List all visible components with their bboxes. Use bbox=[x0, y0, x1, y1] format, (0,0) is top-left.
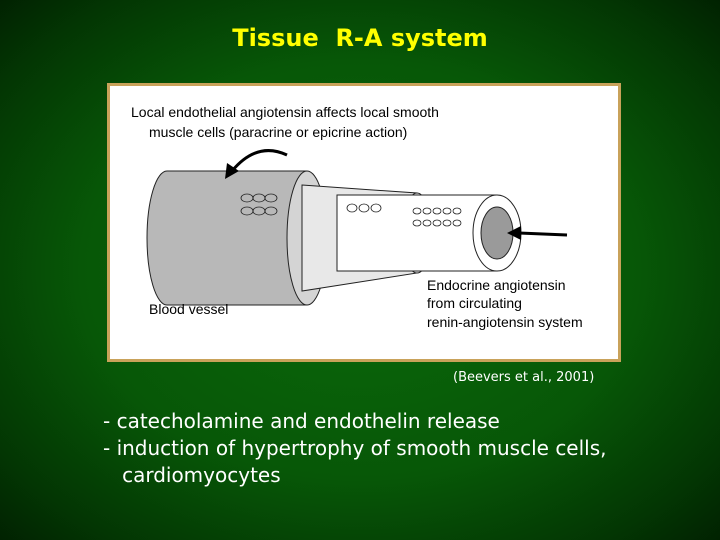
endocrine-label: from circulating bbox=[427, 295, 522, 311]
figure-caption: muscle cells (paracrine or epicrine acti… bbox=[149, 124, 407, 140]
endocrine-label: Endocrine angiotensin bbox=[427, 277, 566, 293]
figure-caption: Local endothelial angiotensin affects lo… bbox=[131, 104, 439, 120]
bullet: - catecholamine and endothelin release bbox=[103, 409, 500, 433]
bullet: cardiomyocytes bbox=[103, 463, 281, 487]
cells bbox=[240, 193, 462, 227]
endocrine-label: renin-angiotensin system bbox=[427, 314, 583, 330]
figure: Local endothelial angiotensin affects lo… bbox=[107, 83, 621, 362]
endocrine-arrowhead bbox=[507, 226, 521, 240]
slide-title: Tissue R-A system bbox=[232, 24, 488, 52]
paracrine-arrow bbox=[230, 149, 288, 172]
citation: (Beevers et al., 2001) bbox=[453, 370, 595, 385]
vessel-label: Blood vessel bbox=[149, 301, 228, 317]
paracrine-arrowhead bbox=[225, 163, 239, 179]
bullet: - induction of hypertrophy of smooth mus… bbox=[103, 436, 607, 460]
vessel-outer bbox=[146, 170, 308, 306]
endocrine-arrow bbox=[518, 231, 568, 237]
